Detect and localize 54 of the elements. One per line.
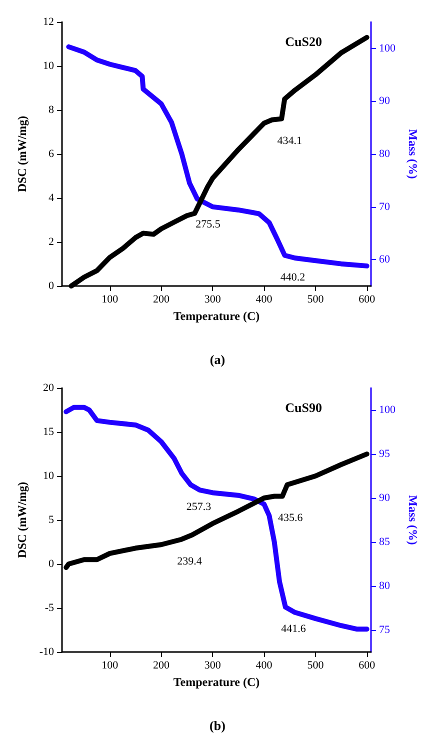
y-tick-label: 5 [48,514,54,526]
annotation: 434.1 [277,134,302,147]
y-tick-label: -5 [44,602,54,614]
y2-tick-label: 100 [379,42,396,54]
y2-tick-label: 60 [379,254,390,266]
y2-tick-label: 100 [379,404,396,416]
y-tick-label: 6 [48,148,54,160]
y-tick-label: 8 [48,104,54,116]
x-tick-label: 400 [256,294,273,306]
x-tick-label: 200 [152,660,170,672]
y-tick-label: 12 [43,16,54,28]
y2-axis-title: Mass (%) [406,129,420,179]
y-tick-label: 4 [48,192,54,204]
x-tick-label: 200 [152,294,170,306]
text: (b) [210,718,226,733]
y-axis-title: DSC (mW/mg) [15,116,29,192]
y2-tick-label: 80 [379,580,390,592]
annotation: 440.2 [280,271,306,284]
y2-tick-label: 75 [379,624,390,636]
y-tick-label: 20 [43,382,54,394]
y-tick-label: 10 [43,60,54,72]
text: (a) [210,352,226,367]
text: CuS20 [285,34,322,49]
y2-tick-label: 90 [379,95,390,108]
x-tick-label: 500 [307,660,324,672]
y-tick-label: 10 [43,470,54,482]
y-tick-label: 15 [43,426,54,438]
annotation: 435.6 [278,512,304,524]
y-tick-label: -10 [39,646,54,658]
annotation: 239.4 [177,555,202,568]
x-tick-label: 300 [204,294,222,306]
text: CuS90 [285,400,322,415]
y-axis-title: DSC (mW/mg) [15,482,29,558]
annotation: 275.5 [196,218,221,230]
x-tick-label: 300 [204,660,222,672]
y-tick-label: 2 [48,236,54,248]
y2-tick-label: 70 [379,200,390,213]
y2-tick-label: 90 [379,492,390,504]
x-tick-label: 600 [358,660,376,672]
y2-tick-label: 95 [379,448,390,460]
x-tick-label: 500 [307,294,324,306]
x-tick-label: 600 [358,294,376,306]
annotation: 441.6 [281,623,306,636]
x-axis-title: Temperature (C) [173,309,260,323]
x-axis-title: Temperature (C) [173,675,260,689]
x-tick-label: 100 [102,294,119,306]
y2-axis-title: Mass (%) [406,495,420,545]
y2-tick-label: 80 [379,148,390,160]
y2-tick-label: 85 [379,536,390,548]
x-tick-label: 100 [102,660,119,672]
y-tick-label: 0 [48,558,54,570]
y-tick-label: 0 [48,280,54,292]
annotation: 257.3 [186,500,212,513]
x-tick-label: 400 [256,660,273,672]
